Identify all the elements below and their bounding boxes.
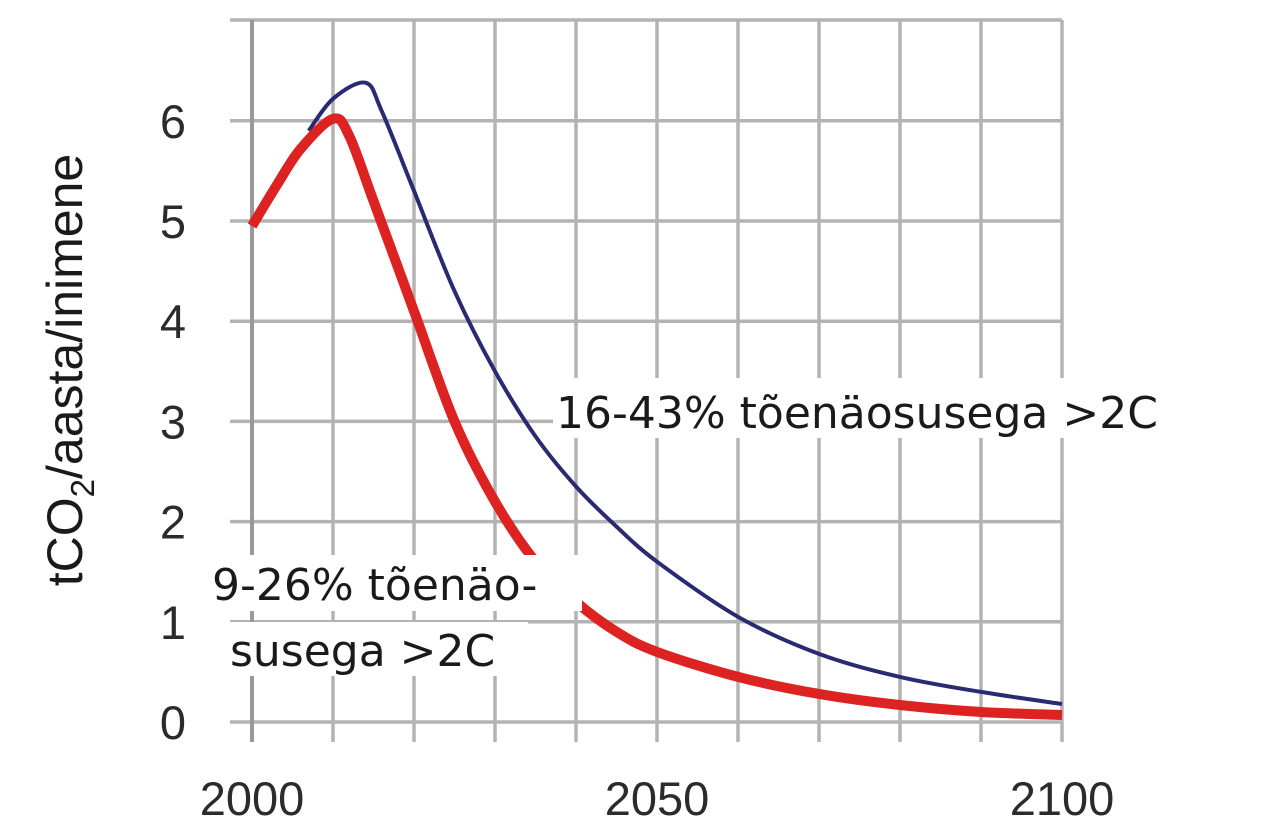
annotation-upper-bg <box>553 378 1238 438</box>
series-line-9-26 <box>247 113 1063 720</box>
y-tick-label-6: 6 <box>160 95 186 148</box>
series-lines <box>247 80 1063 720</box>
y-tick-label-1: 1 <box>160 596 186 649</box>
y-tick-label-4: 4 <box>160 295 186 348</box>
y-tick-label-0: 0 <box>160 696 186 749</box>
y-tick-label-2: 2 <box>160 496 186 549</box>
x-tick-labels: 2000 2050 2100 <box>200 772 1115 825</box>
series-line-16-43 <box>307 80 1063 706</box>
annotation-lower-bg-2 <box>228 622 528 676</box>
grid <box>230 18 1064 742</box>
y-tick-labels: 0 1 2 3 4 5 6 <box>160 95 186 749</box>
x-tick-label-2000: 2000 <box>200 772 305 825</box>
annotation-lower-line-2: susega >2C <box>230 626 495 677</box>
x-tick-label-2100: 2100 <box>1010 772 1115 825</box>
annotation-lower-line-1: 9-26% tõenäo- <box>212 560 537 611</box>
y-axis-label: tCO2/aasta/inimene <box>37 154 101 586</box>
annotation-lower-bg-1 <box>210 555 582 611</box>
y-tick-label-3: 3 <box>160 395 186 448</box>
annotation-upper-line-1: 16-43% tõenäosusega >2C <box>556 388 1158 439</box>
y-tick-label-5: 5 <box>160 195 186 248</box>
x-tick-label-2050: 2050 <box>605 772 710 825</box>
